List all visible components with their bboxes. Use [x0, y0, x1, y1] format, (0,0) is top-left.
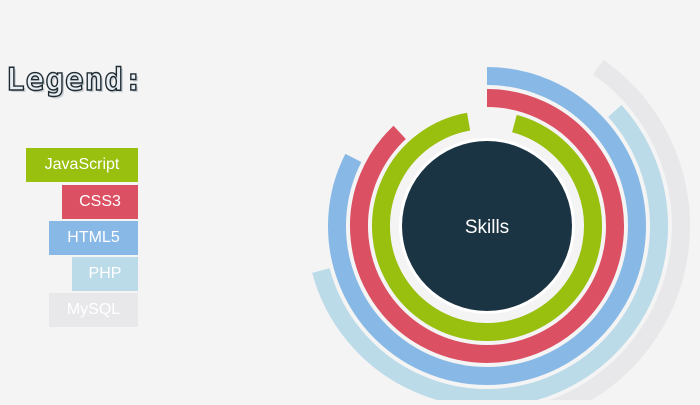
- arc-group: [312, 59, 690, 405]
- legend-item-javascript[interactable]: JavaScript: [26, 148, 138, 182]
- arc-php[interactable]: [312, 104, 668, 405]
- arc-javascript[interactable]: [372, 112, 602, 341]
- arc-html5[interactable]: [328, 67, 646, 385]
- arc-css3[interactable]: [350, 89, 624, 363]
- legend-item-mysql[interactable]: MySQL: [49, 293, 138, 327]
- legend-title: Legend:: [5, 61, 144, 98]
- legend-item-css3[interactable]: CSS3: [62, 185, 138, 219]
- legend-item-html5[interactable]: HTML5: [49, 221, 138, 255]
- legend-item-php[interactable]: PHP: [72, 257, 138, 291]
- center-label: Skills: [465, 217, 509, 238]
- center-circle[interactable]: [402, 141, 572, 311]
- arc-mysql[interactable]: [550, 59, 690, 405]
